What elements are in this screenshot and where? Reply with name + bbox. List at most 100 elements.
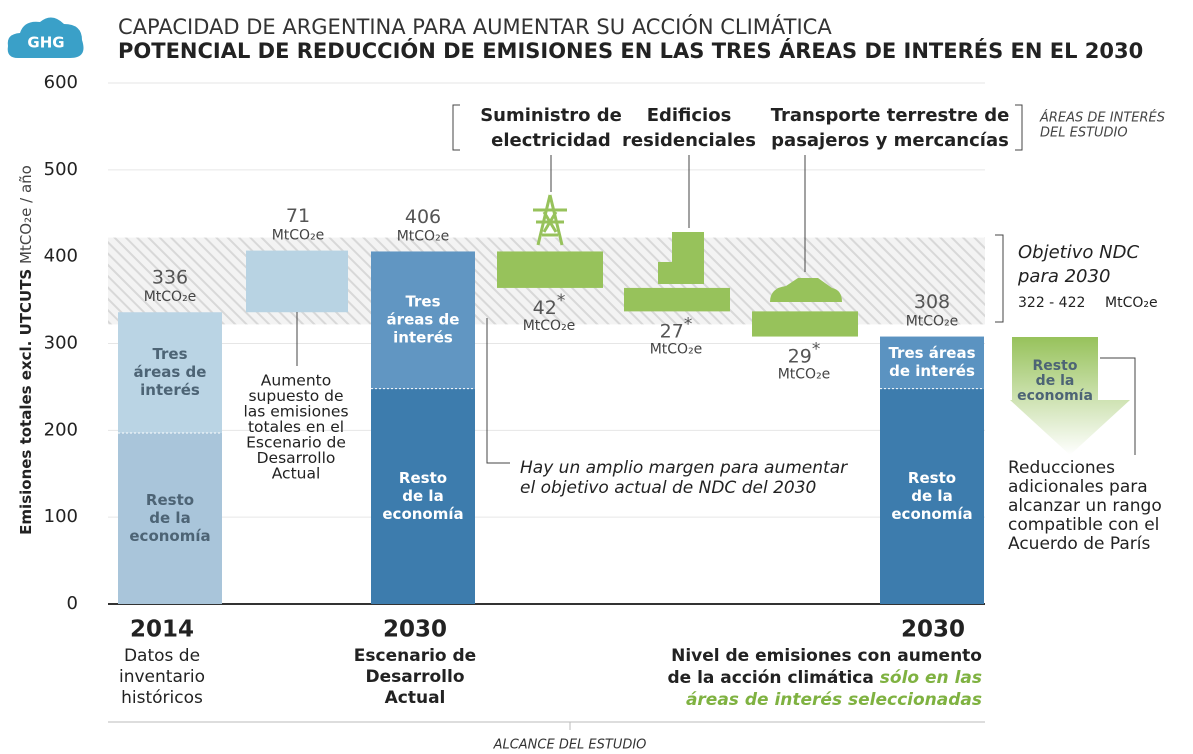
- segment-label: de la: [911, 487, 952, 505]
- x-sublabel: Escenario de: [354, 646, 476, 666]
- segment-label: Resto: [146, 491, 194, 509]
- bar-increase: [246, 250, 348, 313]
- value-label: 71: [286, 205, 310, 227]
- unit-label: MtCO₂e: [144, 289, 197, 305]
- y-tick-label: 200: [44, 419, 78, 440]
- segment-label: economía: [129, 527, 210, 545]
- x-sublabel-part: de la acción climática: [667, 668, 873, 688]
- extra-reduction-arrow: [1010, 337, 1130, 455]
- x-label: 2030: [901, 617, 965, 643]
- segment-label: de interés: [889, 362, 975, 380]
- value-label: 29*: [788, 340, 821, 368]
- y-tick-label: 600: [44, 72, 78, 93]
- connectors: [296, 104, 1136, 464]
- extra-reduction-note: Acuerdo de París: [1008, 534, 1150, 554]
- x-sublabel-emphasis: sólo en las: [880, 668, 982, 688]
- extra-reduction-note: alcanzar un rango: [1008, 496, 1162, 516]
- unit-label: MtCO₂e: [778, 367, 831, 383]
- area-label: residenciales: [622, 130, 756, 151]
- bar-segment: [880, 388, 984, 604]
- value-label: 27*: [660, 314, 693, 342]
- area-label: Transporte terrestre de: [771, 105, 1010, 126]
- y-axis-label: Emisiones totales excl. UTCUTS MtCO₂e / …: [17, 165, 35, 535]
- extra-reduction-note: adicionales para: [1008, 477, 1148, 497]
- bar-decrease: [497, 251, 603, 288]
- area-label: Suministro de: [480, 105, 622, 126]
- increase-note: Aumento: [261, 372, 331, 390]
- unit-label: MtCO₂e: [397, 228, 450, 244]
- bar-segment: [118, 432, 222, 604]
- supertitle: CAPACIDAD DE ARGENTINA PARA AUMENTAR SU …: [118, 14, 832, 39]
- icons: [533, 194, 842, 302]
- bar-segment: [118, 312, 222, 433]
- areas-header: DEL ESTUDIO: [1040, 126, 1128, 141]
- extra-reduction-note: Reducciones: [1008, 458, 1115, 478]
- unit-label: MtCO₂e: [650, 341, 703, 357]
- value-label: 308: [914, 291, 950, 313]
- value-number: 29: [788, 345, 812, 367]
- x-sublabel: Actual: [385, 688, 446, 708]
- margin-note: el objetivo actual de NDC del 2030: [520, 478, 816, 498]
- chart-title: POTENCIAL DE REDUCCIÓN DE EMISIONES EN L…: [118, 38, 1143, 63]
- footnote-marker: *: [812, 340, 821, 360]
- bar-decrease: [752, 311, 858, 337]
- area-label: pasajeros y mercancías: [771, 130, 1009, 151]
- ndc-label: para 2030: [1017, 266, 1110, 287]
- segment-label: de la: [149, 509, 190, 527]
- increase-note: las emisiones: [243, 403, 348, 421]
- x-label: 2014: [130, 617, 194, 643]
- area-label: Edificios: [647, 105, 732, 126]
- increase-note: totales en el: [248, 418, 344, 436]
- y-tick-label: 400: [44, 246, 78, 267]
- increase-note: Escenario de: [246, 434, 346, 452]
- segment-label: economía: [382, 505, 463, 523]
- badge: GHG: [7, 17, 84, 59]
- segment-label: interés: [393, 329, 453, 347]
- x-sublabel: históricos: [121, 688, 203, 708]
- ndc-range-label: 322 - 422: [1018, 295, 1085, 311]
- value-number: 42: [533, 296, 557, 318]
- value-label: 336: [152, 267, 188, 289]
- segment-label: economía: [891, 505, 972, 523]
- y-tick-label: 300: [44, 333, 78, 354]
- footnote-marker: *: [557, 291, 566, 311]
- increase-note: Actual: [272, 465, 321, 483]
- segment-label: Resto: [908, 469, 956, 487]
- margin-note: Hay un amplio margen para aumentar: [520, 458, 848, 478]
- segment-label: áreas de: [134, 363, 207, 381]
- x-label: 2030: [383, 617, 447, 643]
- unit-label: MtCO₂e: [523, 318, 576, 334]
- x-sublabel: Nivel de emisiones con aumento: [671, 646, 982, 666]
- badge-text: GHG: [27, 34, 64, 52]
- segment-label: Tres: [405, 293, 440, 311]
- value-number: 27: [660, 320, 684, 342]
- x-sublabel: de la acción climática sólo en las: [667, 668, 982, 688]
- areas-header: ÁREAS DE INTERÉS: [1039, 110, 1165, 126]
- increase-note: Desarrollo: [257, 449, 336, 467]
- value-label: 42*: [533, 291, 566, 319]
- y-tick-label: 0: [67, 593, 78, 614]
- unit-label: MtCO₂e: [272, 228, 325, 244]
- bar-segment: [371, 388, 475, 604]
- y-tick-label: 500: [44, 159, 78, 180]
- segment-label: Tres: [152, 345, 187, 363]
- extra-reduction-note: compatible con el: [1008, 515, 1159, 535]
- increase-note: supuesto de: [248, 387, 343, 405]
- extra-reduction-segment: Resto: [1033, 358, 1078, 374]
- bar-segment: [371, 251, 475, 389]
- segment-label: de la: [402, 487, 443, 505]
- extra-reduction-segment: economía: [1017, 388, 1093, 404]
- segment-label: áreas de: [387, 311, 460, 329]
- x-sublabel: Datos de: [124, 646, 200, 666]
- x-sublabel: inventario: [119, 667, 205, 687]
- scope-label: ALCANCE DEL ESTUDIO: [493, 738, 647, 753]
- value-label: 406: [405, 206, 441, 228]
- unit-label: MtCO₂e: [906, 314, 959, 330]
- x-sublabel-emphasis: áreas de interés seleccionadas: [686, 690, 982, 710]
- segment-label: Resto: [399, 469, 447, 487]
- extra-reduction-segment: de la: [1036, 373, 1075, 389]
- ndc-bracket: [995, 234, 1004, 323]
- area-label: electricidad: [491, 130, 611, 151]
